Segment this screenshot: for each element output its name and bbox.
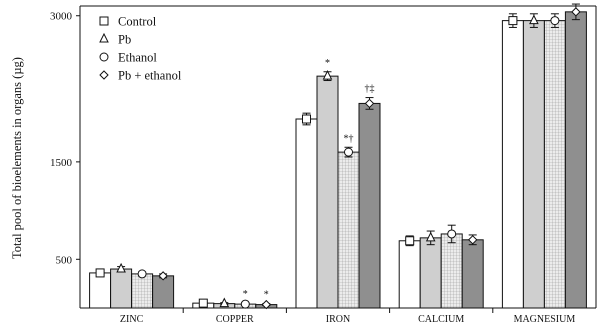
marker-diamond xyxy=(261,299,272,310)
bar xyxy=(295,118,318,309)
y-ticks: 500 1500 3000 xyxy=(50,11,80,266)
annotation-mark: *† xyxy=(344,133,354,144)
marker-square xyxy=(302,114,311,124)
legend-label: Control xyxy=(118,15,157,29)
x-category-label: MAGNESIUM xyxy=(514,314,576,322)
marker-triangle xyxy=(322,70,333,80)
x-category-label: COPPER xyxy=(216,314,254,322)
bar xyxy=(461,239,484,309)
bar xyxy=(110,268,133,309)
y-tick-label: 500 xyxy=(56,254,73,266)
marker-diamond xyxy=(364,98,375,109)
x-category-labels: ZINC COPPER IRON CALCIUM MAGNESIUM xyxy=(120,308,575,322)
y-tick-label: 1500 xyxy=(50,157,73,169)
bar xyxy=(522,20,545,309)
marker-triangle xyxy=(99,32,109,43)
marker-diamond xyxy=(467,235,478,245)
bar xyxy=(543,20,566,309)
legend-label: Pb + ethanol xyxy=(118,69,182,83)
marker-diamond xyxy=(158,271,168,281)
marker-square xyxy=(198,298,208,308)
legend: Control Pb Ethanol Pb + ethanol xyxy=(99,15,182,83)
marker-square xyxy=(405,236,415,246)
bar xyxy=(131,273,154,309)
annotation-mark: * xyxy=(264,290,269,301)
bar xyxy=(337,151,360,309)
marker-circle xyxy=(550,16,560,26)
marker-triangle xyxy=(116,262,126,273)
bar xyxy=(501,20,524,309)
bars xyxy=(89,3,587,310)
marker-triangle xyxy=(425,231,436,242)
bar xyxy=(440,233,463,309)
marker-circle xyxy=(344,147,353,157)
annotation-mark: * xyxy=(325,58,330,69)
marker-square xyxy=(508,16,518,26)
bar xyxy=(419,237,442,309)
marker-diamond xyxy=(571,7,581,17)
bar xyxy=(89,272,112,309)
annotation-mark: †‡ xyxy=(365,84,375,95)
marker-circle xyxy=(137,269,147,279)
marker-circle xyxy=(447,229,457,239)
marker-triangle xyxy=(529,14,539,25)
bar xyxy=(316,75,339,309)
marker-circle xyxy=(240,299,250,309)
x-category-label: ZINC xyxy=(120,314,144,322)
marker-circle xyxy=(99,52,109,62)
marker-triangle xyxy=(219,297,230,308)
y-tick-label: 3000 xyxy=(50,11,73,23)
axes xyxy=(79,5,597,309)
y-axis-label: Total pool of bioelements in organs (µg) xyxy=(10,57,24,259)
marker-square xyxy=(99,16,109,26)
bar xyxy=(358,102,381,309)
significance-annotations: * * * *† †‡ xyxy=(243,58,375,301)
marker-square xyxy=(95,268,105,278)
bar xyxy=(564,11,587,309)
bar xyxy=(398,240,421,309)
x-category-label: CALCIUM xyxy=(418,314,464,322)
legend-label: Ethanol xyxy=(118,51,157,65)
x-category-label: IRON xyxy=(326,314,350,322)
annotation-mark: * xyxy=(243,289,248,300)
marker-diamond xyxy=(99,70,109,80)
bar xyxy=(152,275,175,309)
legend-label: Pb xyxy=(118,33,131,47)
